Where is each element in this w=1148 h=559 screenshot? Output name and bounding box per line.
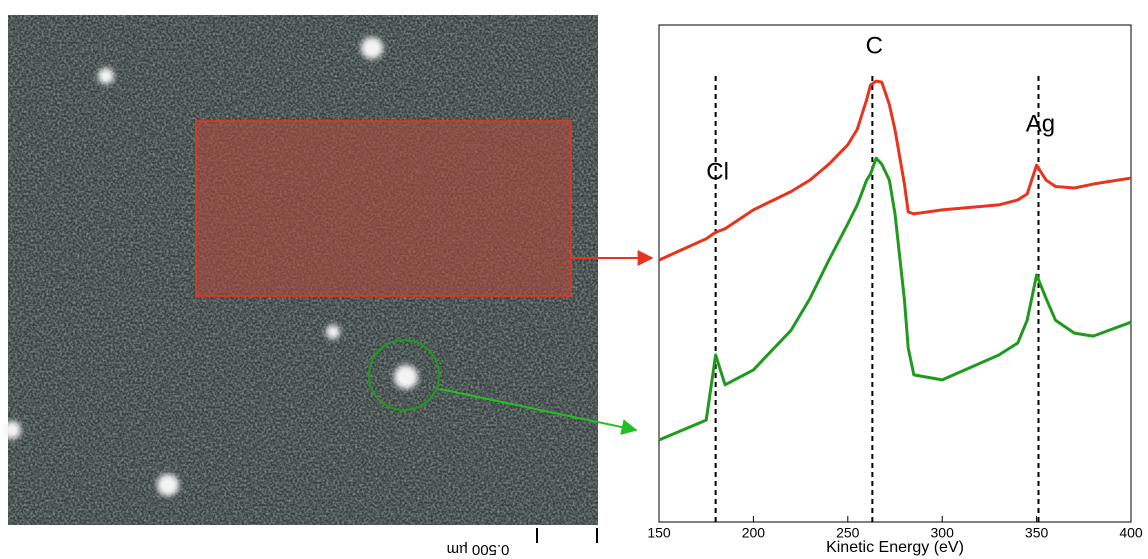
scale-bar-label: 0.500 µm: [447, 541, 510, 558]
peak-label: C: [866, 32, 883, 59]
spectrum-line: [658, 156, 1132, 442]
spectrum-line: [658, 79, 1132, 262]
peak-label: Ag: [1026, 110, 1055, 137]
x-tick-label: 300: [931, 525, 955, 541]
x-tick-label: 200: [742, 525, 766, 541]
x-tick-label: 250: [836, 525, 860, 541]
x-tick-label: 350: [1025, 525, 1049, 541]
peak-label: Cl: [706, 158, 729, 185]
plot-frame: [658, 24, 1132, 523]
x-tick-label: 150: [647, 525, 671, 541]
x-axis-label: Kinetic Energy (eV): [826, 539, 964, 556]
sem-image: 0.500 µm: [3, 15, 654, 558]
x-tick-label: 400: [1119, 525, 1143, 541]
